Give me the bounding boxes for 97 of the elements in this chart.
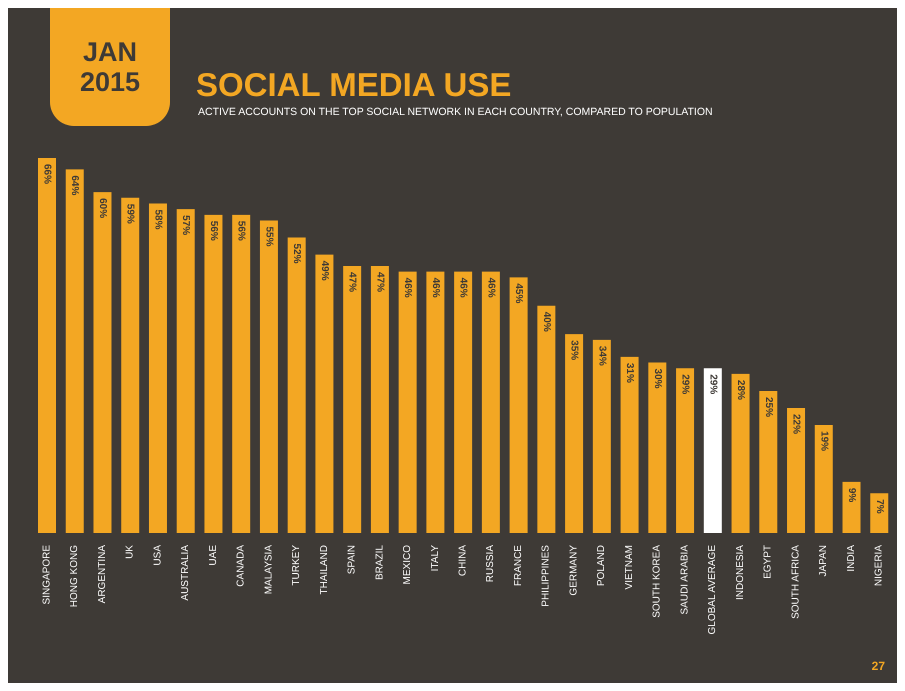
bar bbox=[121, 198, 140, 533]
bar bbox=[260, 220, 278, 533]
data-label: 57% bbox=[180, 215, 192, 236]
bar bbox=[176, 209, 195, 533]
x-tick-label: ARGENTINA bbox=[96, 544, 108, 604]
x-tick-label: SAUDI ARABIA bbox=[679, 544, 690, 614]
data-label: 29% bbox=[680, 374, 691, 394]
text: 27 bbox=[872, 659, 885, 673]
bar bbox=[398, 272, 417, 533]
data-label: 59% bbox=[124, 204, 136, 224]
x-tick-label: GERMANY bbox=[568, 544, 580, 596]
bar bbox=[648, 362, 666, 533]
x-tick-label: HONG KONG bbox=[69, 544, 80, 608]
x-tick-label: RUSSIA bbox=[485, 544, 496, 582]
x-tick-label: EGYPT bbox=[762, 545, 774, 579]
data-label: 25% bbox=[762, 396, 774, 418]
data-label: 64% bbox=[69, 175, 80, 196]
x-tick-label: UK bbox=[124, 544, 136, 559]
bar bbox=[565, 334, 584, 533]
x-tick-label: SOUTH AFRICA bbox=[790, 544, 802, 619]
bar bbox=[510, 277, 528, 533]
data-label: 30% bbox=[652, 368, 663, 389]
x-tick-label: THAILAND bbox=[318, 545, 330, 594]
data-label: 31% bbox=[624, 362, 636, 383]
chart-subtitle: ACTIVE ACCOUNTS ON THE TOP SOCIAL NETWORK IN EACH COUNTRY, COMPARED TO POPULATION bbox=[198, 106, 713, 118]
data-label: 22% bbox=[790, 414, 802, 434]
bar bbox=[870, 493, 888, 533]
data-label: 49% bbox=[318, 260, 330, 281]
x-tick-label: AUSTRALIA bbox=[180, 544, 192, 601]
bar bbox=[426, 272, 444, 533]
chart-title: SOCIAL MEDIA USE bbox=[196, 66, 512, 104]
bar bbox=[759, 390, 778, 533]
data-label: 40% bbox=[540, 312, 552, 332]
x-tick-label: FRANCE bbox=[512, 544, 524, 586]
bar bbox=[676, 368, 694, 533]
bar bbox=[38, 158, 56, 533]
data-label: 28% bbox=[735, 380, 746, 400]
data-label: 56% bbox=[208, 220, 219, 241]
data-label: 60% bbox=[96, 198, 108, 218]
x-tick-label: MALAYSIA bbox=[263, 544, 274, 594]
x-tick-label: INDONESIA bbox=[734, 544, 746, 600]
x-tick-label: ITALY bbox=[430, 544, 441, 572]
data-label: 56% bbox=[236, 220, 247, 241]
date-badge: JAN 2015 bbox=[50, 8, 170, 126]
x-tick-label: USA bbox=[152, 544, 164, 566]
bar bbox=[315, 254, 334, 533]
bar bbox=[93, 192, 112, 533]
x-tick-label: VIETNAM bbox=[624, 545, 635, 590]
bar bbox=[288, 238, 306, 533]
bar bbox=[370, 266, 389, 533]
x-tick-label: SOUTH KOREA bbox=[652, 544, 663, 618]
data-label: 46% bbox=[458, 278, 469, 298]
data-label: 19% bbox=[818, 431, 830, 452]
data-label: 35% bbox=[568, 340, 580, 360]
x-tick-label: JAPAN bbox=[818, 545, 830, 576]
bar bbox=[732, 374, 750, 533]
bar bbox=[204, 214, 222, 533]
x-tick-label: INDIA bbox=[846, 544, 857, 572]
x-tick-label: UAE bbox=[208, 544, 219, 566]
data-label: 9% bbox=[846, 488, 858, 502]
x-tick-label: GLOBAL AVERAGE bbox=[707, 544, 718, 634]
data-label: 66% bbox=[42, 164, 52, 184]
x-tick-label: NIGERIA bbox=[874, 544, 885, 586]
data-label: 7% bbox=[874, 499, 885, 514]
data-label: 45% bbox=[513, 283, 524, 304]
bar bbox=[842, 482, 861, 533]
x-tick-label: SINGAPORE bbox=[41, 544, 52, 604]
data-label: 52% bbox=[291, 244, 302, 264]
data-label: 46% bbox=[402, 278, 414, 298]
bar bbox=[592, 340, 611, 533]
bar bbox=[704, 368, 722, 533]
bar bbox=[66, 169, 84, 533]
data-label: 46% bbox=[430, 278, 441, 298]
data-label: 46% bbox=[485, 278, 496, 298]
bar bbox=[537, 306, 556, 533]
bar bbox=[620, 356, 639, 533]
bar bbox=[148, 203, 167, 533]
data-label: 29% bbox=[707, 374, 718, 394]
x-tick-label: PHILIPPINES bbox=[540, 544, 552, 607]
x-tick-label: MEXICO bbox=[402, 544, 414, 584]
data-label: 34% bbox=[596, 346, 608, 366]
bar bbox=[343, 266, 362, 533]
x-tick-label: TURKEY bbox=[291, 544, 302, 586]
bar bbox=[454, 272, 472, 533]
bar bbox=[482, 272, 500, 533]
bar bbox=[232, 214, 250, 533]
x-tick-label: SPAIN bbox=[346, 545, 358, 574]
data-label: 58% bbox=[152, 209, 164, 230]
bar bbox=[814, 425, 833, 533]
x-tick-label: POLAND bbox=[596, 545, 608, 586]
x-tick-label: BRAZIL bbox=[374, 544, 386, 580]
bar bbox=[787, 408, 806, 533]
data-label: 47% bbox=[374, 272, 386, 292]
x-tick-label: CANADA bbox=[236, 544, 247, 587]
x-tick-label: CHINA bbox=[458, 544, 468, 576]
data-label: 47% bbox=[346, 272, 358, 292]
data-label: 55% bbox=[263, 226, 274, 247]
